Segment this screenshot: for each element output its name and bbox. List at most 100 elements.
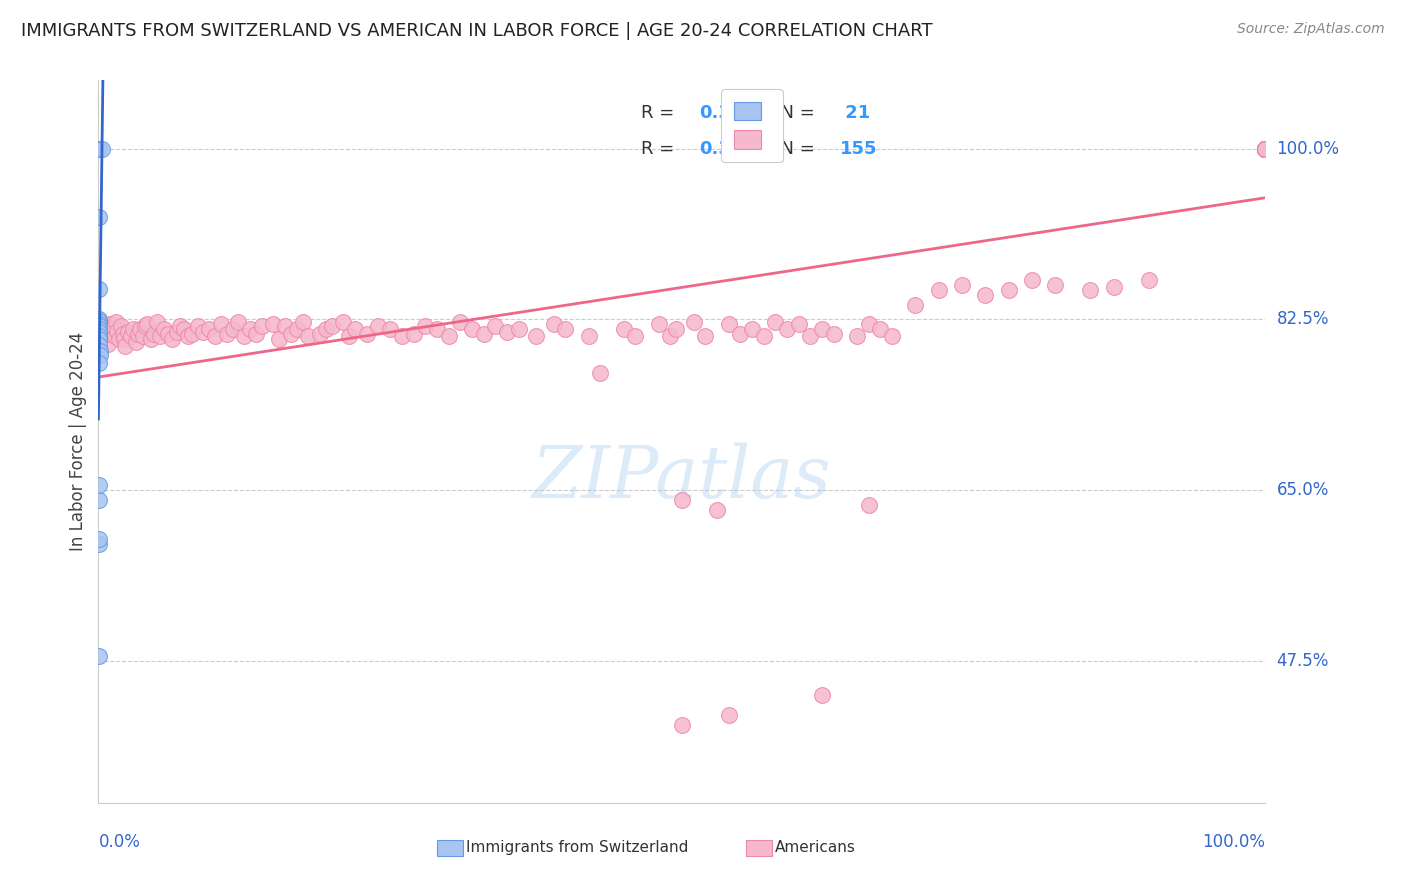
Point — [846, 329, 869, 343]
Point — [426, 322, 449, 336]
Point — [974, 288, 997, 302]
Point — [250, 319, 273, 334]
Point — [89, 348, 111, 362]
Point — [166, 325, 188, 339]
Text: 82.5%: 82.5% — [1277, 310, 1329, 328]
Point — [233, 329, 256, 343]
Point — [624, 329, 647, 343]
Point — [356, 327, 378, 342]
Point — [280, 327, 302, 342]
Point — [997, 283, 1019, 297]
Point — [1254, 142, 1277, 156]
Point — [1254, 142, 1277, 156]
Point — [177, 329, 200, 343]
Point — [193, 325, 215, 339]
Point — [269, 332, 291, 346]
Text: 21: 21 — [839, 103, 870, 122]
Point — [671, 493, 693, 508]
Text: 65.0%: 65.0% — [1277, 482, 1329, 500]
Text: 0.0%: 0.0% — [98, 833, 141, 851]
Point — [215, 327, 238, 342]
Point — [776, 322, 799, 336]
Point — [332, 315, 354, 329]
Point — [87, 319, 110, 334]
Point — [589, 366, 612, 380]
Point — [1254, 142, 1277, 156]
Point — [1254, 142, 1277, 156]
Point — [1254, 142, 1277, 156]
Point — [880, 329, 903, 343]
Point — [1254, 142, 1277, 156]
Point — [1254, 142, 1277, 156]
Point — [1080, 283, 1102, 297]
Point — [665, 322, 688, 336]
Point — [97, 337, 120, 351]
Text: 100.0%: 100.0% — [1277, 140, 1340, 158]
Text: ZIPatlas: ZIPatlas — [531, 442, 832, 513]
Point — [1254, 142, 1277, 156]
Text: 0.345: 0.345 — [699, 103, 756, 122]
Point — [87, 210, 110, 224]
Text: Americans: Americans — [775, 840, 856, 855]
Text: 47.5%: 47.5% — [1277, 652, 1329, 670]
Point — [1254, 142, 1277, 156]
Point — [228, 315, 250, 329]
Point — [1045, 278, 1067, 293]
Point — [613, 322, 636, 336]
Point — [127, 327, 149, 342]
Point — [87, 142, 110, 156]
Point — [1254, 142, 1277, 156]
Point — [413, 319, 436, 334]
Point — [1254, 142, 1277, 156]
Legend: , : , — [721, 89, 783, 162]
Point — [87, 332, 110, 346]
Point — [146, 315, 169, 329]
Point — [695, 329, 717, 343]
Point — [706, 503, 728, 517]
Point — [134, 319, 156, 334]
Point — [1254, 142, 1277, 156]
Point — [1254, 142, 1277, 156]
Point — [89, 311, 111, 326]
Point — [274, 319, 297, 334]
Point — [659, 329, 682, 343]
Point — [1254, 142, 1277, 156]
Point — [87, 537, 110, 551]
Point — [1254, 142, 1277, 156]
Point — [811, 322, 834, 336]
Point — [869, 322, 891, 336]
Point — [717, 318, 740, 332]
Point — [87, 318, 110, 332]
Point — [101, 322, 124, 336]
Text: 100.0%: 100.0% — [1202, 833, 1265, 851]
Point — [87, 282, 110, 296]
Point — [1137, 273, 1160, 287]
Point — [245, 327, 267, 342]
Text: N =: N = — [769, 103, 821, 122]
Point — [117, 325, 139, 339]
Point — [752, 329, 775, 343]
Point — [1254, 142, 1277, 156]
Point — [160, 332, 183, 346]
Point — [87, 329, 110, 343]
Point — [543, 318, 565, 332]
Point — [1254, 142, 1277, 156]
Point — [524, 329, 547, 343]
Point — [87, 532, 110, 546]
Point — [1254, 142, 1277, 156]
Point — [1254, 142, 1277, 156]
Point — [125, 334, 148, 349]
Point — [198, 322, 221, 336]
Point — [461, 322, 484, 336]
Point — [1254, 142, 1277, 156]
Point — [1254, 142, 1277, 156]
Point — [87, 322, 110, 336]
Point — [315, 322, 337, 336]
Point — [1254, 142, 1277, 156]
Text: 155: 155 — [839, 140, 877, 158]
Point — [87, 493, 110, 508]
Point — [1254, 142, 1277, 156]
Point — [173, 322, 195, 336]
Point — [111, 327, 134, 342]
Point — [337, 329, 360, 343]
